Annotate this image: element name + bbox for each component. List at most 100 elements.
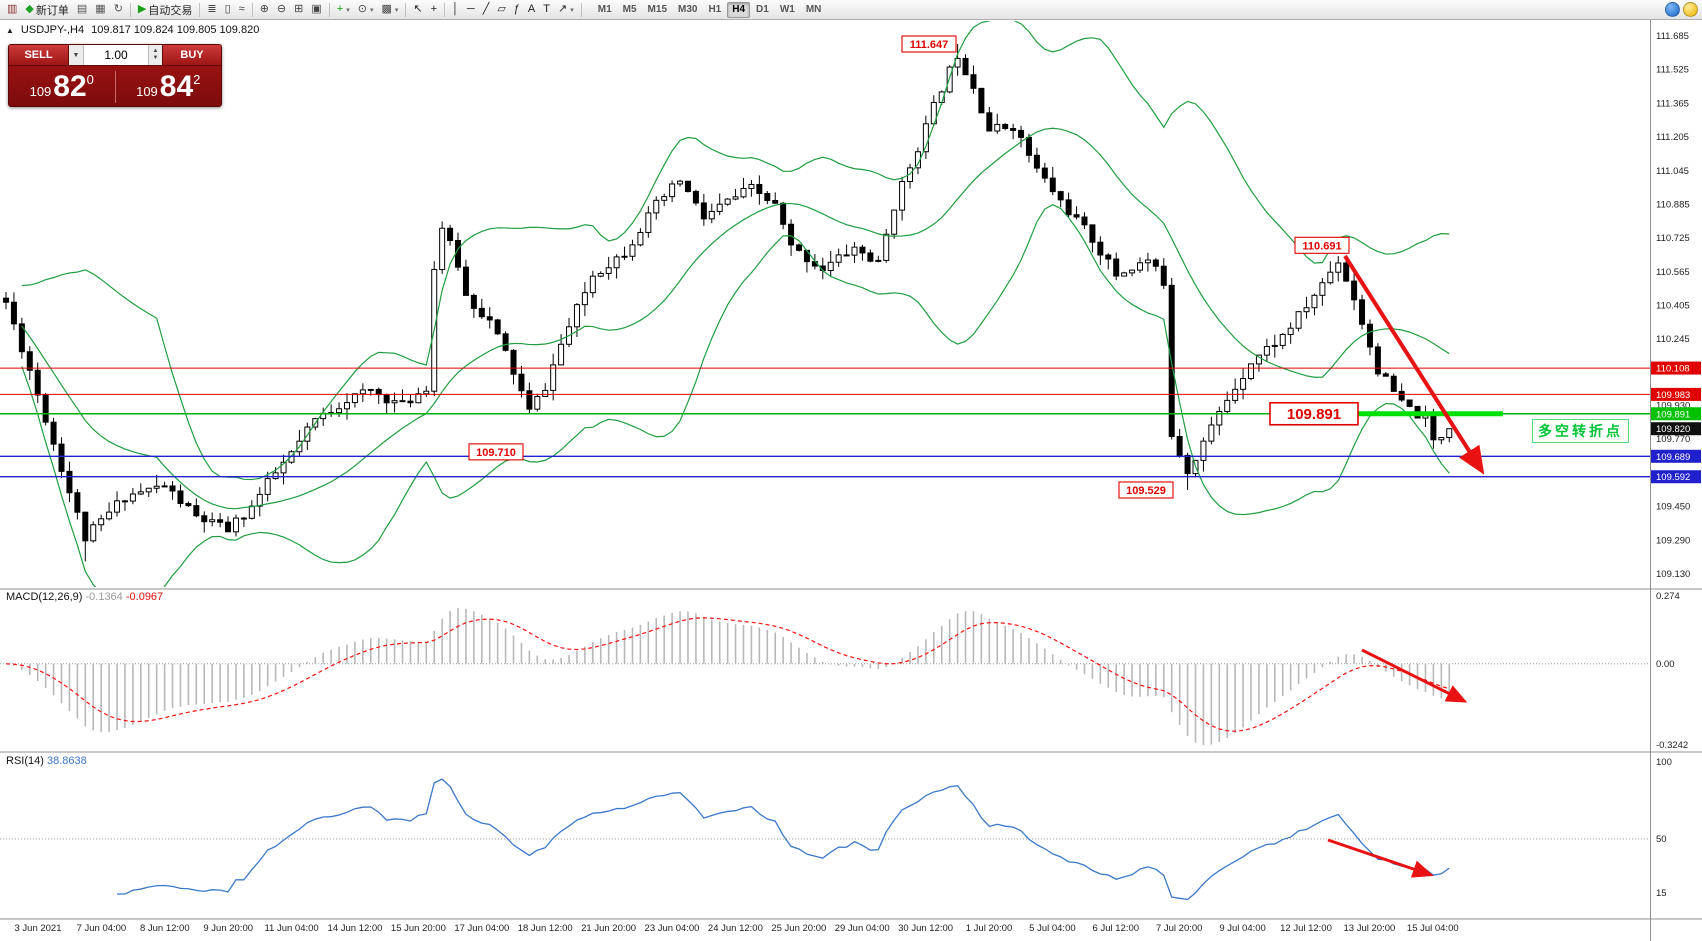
indicators-icon: + bbox=[336, 3, 344, 15]
toolbar-icons: ▥ ◆ 新订单 ▤ ▦ ↻ ▶ 自动交易 ≣ ▯ ≈ ⊕ ⊖ ⊞ ▣ + ▾ ⊙ ▾ ▩ ▾ ↖ + │ ─ ╱ ▱ ƒ A T ↗ ▾ bbox=[3, 1, 585, 18]
trend-arrow-3[interactable] bbox=[1327, 838, 1434, 878]
periods-icon: ⊙ bbox=[357, 3, 367, 15]
trend-arrow-2[interactable] bbox=[1361, 648, 1468, 703]
time-axis-label: 15 Jul 04:00 bbox=[1407, 923, 1459, 934]
timeframe-M1[interactable]: M1 bbox=[597, 3, 612, 15]
price-annotation-text: 110.691 bbox=[1302, 240, 1341, 252]
price-axis-label: 110.245 bbox=[1656, 334, 1690, 345]
price-axis-label: 110.725 bbox=[1656, 233, 1690, 244]
turning-point-note[interactable]: 多空转折点 bbox=[1532, 419, 1629, 443]
price-axis-label: 111.205 bbox=[1656, 132, 1689, 143]
shapes-icon[interactable]: ↗ ▾ bbox=[554, 1, 578, 18]
indicators-icon[interactable]: + ▾ bbox=[333, 1, 354, 18]
timeframe-group: M1 M5 M15 M30 H1 H4 D1 W1 MN bbox=[593, 1, 827, 18]
price-annotation-110.691[interactable] bbox=[1294, 236, 1350, 254]
candlestick-chart-icon[interactable]: ▯ bbox=[221, 1, 235, 18]
buy-price-big: 84 bbox=[159, 69, 194, 103]
new-order-icon: ◆ bbox=[25, 3, 34, 15]
tile-windows-icon[interactable]: ⊞ bbox=[290, 1, 307, 18]
vertical-line-icon[interactable]: │ bbox=[448, 1, 463, 18]
time-axis-label: 6 Jul 12:00 bbox=[1093, 923, 1139, 934]
new-chart-icon[interactable]: ▥ bbox=[3, 1, 21, 18]
autotrading-button[interactable]: ▶ 自动交易 bbox=[134, 1, 196, 18]
help-icon[interactable] bbox=[1665, 2, 1680, 17]
price-annotation-text: 109.891 bbox=[1287, 406, 1341, 423]
annotations-layer: 111.647 110.691 109.891 109.710 109.529 bbox=[468, 35, 1359, 499]
time-axis-label: 25 Jun 20:00 bbox=[771, 923, 826, 934]
label-icon[interactable]: T bbox=[539, 1, 554, 18]
line-chart-icon[interactable]: ≈ bbox=[235, 1, 249, 18]
auto-arrange-icon[interactable]: ▣ bbox=[307, 1, 325, 18]
cursor-icon[interactable]: ↖ bbox=[409, 1, 426, 18]
price-annotation-109.710[interactable] bbox=[468, 443, 524, 461]
buy-price[interactable]: 109842 bbox=[116, 69, 222, 103]
cursor-icon: ↖ bbox=[413, 3, 423, 15]
volume-dropdown-icon[interactable]: ▼ bbox=[69, 45, 84, 65]
fibonacci-icon[interactable]: ƒ bbox=[510, 1, 524, 18]
price-tag-109.820 bbox=[1651, 422, 1701, 436]
time-axis-label: 29 Jun 04:00 bbox=[835, 923, 890, 934]
channel-icon: ▱ bbox=[497, 3, 506, 15]
macd-main-value: -0.1364 bbox=[85, 591, 123, 603]
rsi-name: RSI(14) bbox=[6, 755, 44, 767]
crosshair-icon[interactable]: + bbox=[427, 1, 441, 18]
horizontal-line-icon[interactable]: ─ bbox=[463, 1, 479, 18]
trend-arrow-1[interactable] bbox=[1343, 254, 1485, 475]
new-order-button[interactable]: ◆ 新订单 bbox=[21, 1, 72, 18]
toolbar-separator bbox=[444, 2, 446, 17]
timeframe-MN[interactable]: MN bbox=[805, 3, 822, 15]
timeframe-D1[interactable]: D1 bbox=[756, 3, 769, 15]
timeframe-W1[interactable]: W1 bbox=[779, 3, 795, 15]
price-tag-text: 109.689 bbox=[1656, 452, 1690, 463]
trendline-icon[interactable]: ╱ bbox=[479, 1, 494, 18]
timeframe-M5[interactable]: M5 bbox=[622, 3, 637, 15]
stepper-up-icon[interactable]: ▲ bbox=[152, 48, 159, 55]
templates-icon: ▩ bbox=[381, 3, 392, 15]
price-annotation-109.529[interactable] bbox=[1118, 481, 1174, 499]
refresh-icon[interactable]: ↻ bbox=[110, 1, 127, 18]
candlestick-chart-icon: ▯ bbox=[224, 3, 231, 15]
alerts-icon[interactable] bbox=[1683, 2, 1698, 17]
new-order-button-label: 新订单 bbox=[35, 4, 69, 17]
profiles-icon[interactable]: ▦ bbox=[91, 1, 109, 18]
channel-icon[interactable]: ▱ bbox=[493, 1, 509, 18]
price-axis-label: 110.885 bbox=[1656, 199, 1690, 210]
dropdown-caret-icon: ▾ bbox=[394, 6, 399, 14]
timeframe-M30[interactable]: M30 bbox=[678, 3, 698, 15]
buy-price-prefix: 109 bbox=[136, 83, 158, 99]
charts-grid-icon[interactable]: ▤ bbox=[73, 1, 91, 18]
price-axis: 111.685 111.525 111.365 111.205 111.045 110.8… bbox=[1651, 31, 1701, 899]
zoom-out-icon[interactable]: ⊖ bbox=[273, 1, 290, 18]
buy-button[interactable]: BUY bbox=[162, 45, 221, 65]
zoom-out-icon: ⊖ bbox=[276, 3, 287, 15]
macd-layer bbox=[0, 607, 1650, 746]
macd-name: MACD(12,26,9) bbox=[6, 591, 83, 603]
volume-input[interactable] bbox=[84, 45, 148, 65]
time-axis-label: 8 Jun 12:00 bbox=[140, 923, 190, 934]
zoom-in-icon[interactable]: ⊕ bbox=[256, 1, 273, 18]
sell-price-prefix: 109 bbox=[29, 83, 52, 99]
price-annotation-109.891[interactable] bbox=[1269, 401, 1359, 426]
horizontal-line-icon: ─ bbox=[466, 3, 475, 15]
dropdown-caret-icon: ▾ bbox=[346, 6, 350, 14]
volume-stepper[interactable]: ▲ ▼ bbox=[148, 45, 162, 65]
price-axis-label: 109.130 bbox=[1656, 569, 1690, 580]
timeframe-H4[interactable]: H4 bbox=[727, 1, 751, 18]
timeframe-M15[interactable]: M15 bbox=[647, 3, 667, 15]
horizontal-lines-layer bbox=[0, 367, 1650, 478]
rsi-axis-label: 100 bbox=[1656, 757, 1672, 768]
templates-icon[interactable]: ▩ ▾ bbox=[377, 1, 402, 18]
timeframe-H1[interactable]: H1 bbox=[708, 3, 722, 15]
price-axis-label: 110.405 bbox=[1656, 301, 1690, 312]
bar-chart-icon[interactable]: ≣ bbox=[203, 1, 220, 18]
price-chart[interactable]: 111.685 111.525 111.365 111.205 111.045 110.8… bbox=[0, 20, 1702, 941]
stepper-down-icon[interactable]: ▼ bbox=[152, 55, 159, 61]
sell-price[interactable]: 109820 bbox=[9, 71, 115, 102]
sell-button[interactable]: SELL bbox=[9, 45, 69, 65]
price-annotation-111.647[interactable] bbox=[901, 35, 957, 53]
time-axis-label: 7 Jun 04:00 bbox=[77, 923, 127, 934]
autotrading-button-label: 自动交易 bbox=[148, 4, 193, 17]
candles-layer bbox=[3, 44, 1453, 562]
periods-icon[interactable]: ⊙ ▾ bbox=[354, 1, 378, 18]
text-icon[interactable]: A bbox=[524, 1, 539, 18]
